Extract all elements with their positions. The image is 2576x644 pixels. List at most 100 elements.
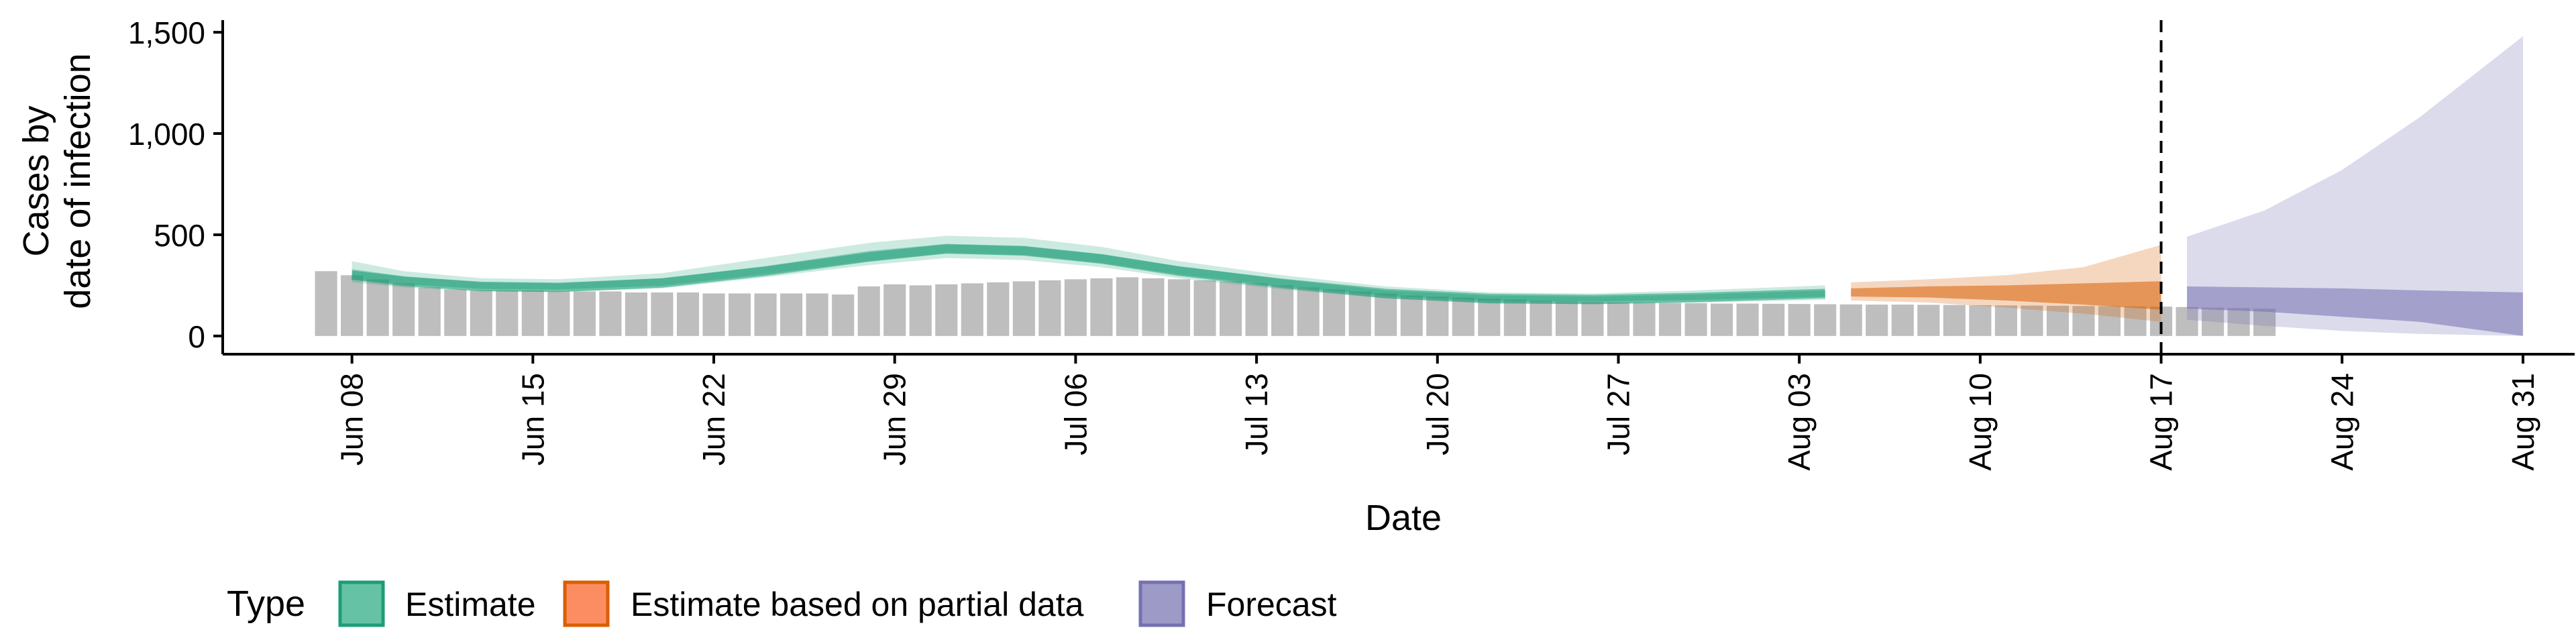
reported-case-bar (832, 294, 855, 336)
reported-case-bar (1529, 301, 1552, 336)
partial-inner-band (1851, 281, 2161, 310)
estimate-outer-band (352, 235, 1825, 305)
x-tick-label: Jul 06 (1058, 373, 1093, 455)
x-axis-title: Date (1365, 498, 1442, 538)
reported-case-bar (1271, 285, 1294, 336)
reported-case-bar (1814, 304, 1837, 336)
reported-case-bar (2124, 306, 2147, 336)
reported-case-bar (1142, 278, 1165, 336)
reported-case-bar (1167, 279, 1191, 336)
reported-case-bar (857, 286, 880, 336)
reported-case-bar (651, 292, 674, 336)
estimate-bands (351, 36, 2523, 336)
reported-case-bar (1478, 299, 1501, 336)
reported-case-bar (1220, 281, 1242, 336)
forecast-outer-band (2187, 36, 2523, 336)
legend-label: Estimate based on partial data (631, 586, 1084, 623)
x-tick-label: Aug 17 (2144, 373, 2179, 471)
reported-case-bar (1994, 305, 2017, 336)
reported-case-bar (1555, 301, 1578, 336)
reported-case-bar (341, 275, 364, 336)
reported-case-bar (1917, 305, 1940, 336)
x-tick-label: Jul 27 (1601, 373, 1636, 455)
reported-case-bar (1943, 305, 1966, 336)
x-tick-label: Jul 13 (1239, 373, 1274, 455)
reported-case-bar (909, 285, 932, 336)
reported-case-bar (2227, 308, 2250, 336)
x-tick-label: Jun 08 (335, 373, 370, 466)
reported-case-bar (392, 283, 415, 336)
reported-case-bar (2098, 306, 2121, 336)
reported-case-bar (1038, 280, 1061, 336)
reported-case-bar (987, 282, 1010, 336)
reported-case-bar (1375, 293, 1397, 336)
reported-case-bar (1323, 289, 1346, 336)
x-tick-label: Jun 29 (877, 373, 912, 466)
reported-case-bar (1711, 303, 1733, 336)
reported-case-bar (1297, 287, 1320, 336)
reported-case-bar (728, 293, 751, 336)
reported-case-bar (1969, 305, 1992, 336)
reported-case-bar (521, 290, 544, 336)
reported-case-bar (418, 287, 441, 336)
reported-case-bar (780, 293, 803, 336)
reported-case-bar (702, 293, 725, 336)
reported-case-bar (1839, 304, 1862, 336)
reported-case-bar (1736, 303, 1759, 336)
reported-case-bar (2176, 307, 2198, 336)
legend-key (1138, 580, 1185, 627)
reported-case-bar (625, 292, 647, 336)
y-tick-label: 1,000 (128, 117, 205, 152)
reported-case-bar (573, 291, 596, 336)
x-tick-label: Jul 20 (1420, 373, 1455, 455)
reported-case-bar (754, 293, 777, 336)
reported-case-bar (1891, 305, 1914, 336)
reported-case-bar (1581, 302, 1604, 336)
reported-case-bar (2202, 307, 2224, 336)
reported-case-bar (2021, 305, 2043, 336)
legend: Type Estimate Estimate based on partial da… (227, 580, 1337, 627)
reported-case-bar (1633, 303, 1656, 336)
reported-case-bar (1090, 278, 1113, 336)
reported-case-bar (366, 279, 389, 336)
reported-case-bar (1400, 295, 1423, 336)
reported-case-bar (1193, 280, 1216, 336)
reported-case-bar (1788, 304, 1811, 336)
reported-case-bar (961, 283, 983, 336)
reported-cases-bars (315, 271, 2276, 336)
legend-label: Forecast (1206, 586, 1337, 623)
y-axis-title-line: date of infection (58, 53, 98, 309)
forecast-inner-band (2187, 286, 2523, 336)
reported-case-bar (1658, 303, 1682, 336)
reported-case-bar (1503, 299, 1526, 336)
legend-key (563, 580, 610, 627)
reported-case-bar (806, 293, 828, 336)
legend-label: Estimate (405, 586, 536, 623)
reported-case-bar (1116, 277, 1139, 336)
y-axis-title-text: Cases bydate of infection (16, 53, 98, 309)
y-axis-title: Cases bydate of infection (16, 53, 98, 309)
x-tick-label: Jun 15 (515, 373, 550, 466)
y-tick-label: 1,500 (128, 15, 205, 50)
x-tick-label: Aug 03 (1782, 373, 1817, 471)
reported-case-bar (2046, 305, 2070, 336)
reported-case-bar (1012, 281, 1035, 336)
reported-case-bar (1684, 303, 1707, 336)
legend-key (338, 580, 385, 627)
axes: 0 500 1,000 1,500 Jun 08 Jun 15 Jun 22 Jun 29 Ju… (128, 15, 2575, 471)
x-tick-label: Aug 24 (2324, 373, 2359, 471)
x-tick-label: Aug 10 (1963, 373, 1998, 471)
reported-case-bar (935, 284, 958, 336)
x-tick-label: Aug 31 (2506, 373, 2540, 471)
reported-case-bar (444, 289, 467, 336)
estimate-median-line (351, 244, 1825, 305)
reported-case-bar (1607, 302, 1630, 336)
reported-case-bar (496, 290, 519, 336)
reported-case-bar (1426, 296, 1449, 336)
reported-case-bar (1762, 303, 1785, 336)
reported-case-bar (676, 292, 700, 336)
reported-case-bar (2072, 306, 2095, 336)
reported-case-bar (599, 291, 622, 336)
reported-case-bar (315, 271, 337, 336)
